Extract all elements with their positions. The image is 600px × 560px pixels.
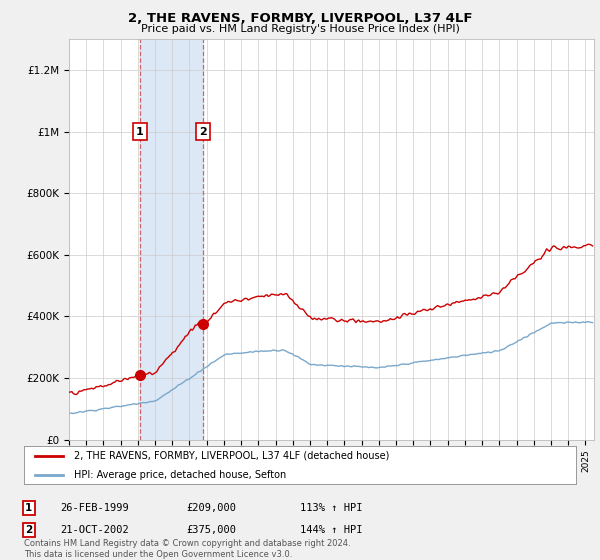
Text: 26-FEB-1999: 26-FEB-1999	[60, 503, 129, 513]
Text: Price paid vs. HM Land Registry's House Price Index (HPI): Price paid vs. HM Land Registry's House …	[140, 24, 460, 34]
Text: 2: 2	[199, 127, 207, 137]
Text: 21-OCT-2002: 21-OCT-2002	[60, 525, 129, 535]
Text: 2: 2	[25, 525, 32, 535]
Text: 144% ↑ HPI: 144% ↑ HPI	[300, 525, 362, 535]
Text: 2, THE RAVENS, FORMBY, LIVERPOOL, L37 4LF (detached house): 2, THE RAVENS, FORMBY, LIVERPOOL, L37 4L…	[74, 451, 389, 461]
Text: Contains HM Land Registry data © Crown copyright and database right 2024.
This d: Contains HM Land Registry data © Crown c…	[24, 539, 350, 559]
Text: HPI: Average price, detached house, Sefton: HPI: Average price, detached house, Seft…	[74, 470, 286, 480]
Text: £375,000: £375,000	[186, 525, 236, 535]
Text: 113% ↑ HPI: 113% ↑ HPI	[300, 503, 362, 513]
Bar	[140, 39, 203, 440]
Text: 1: 1	[136, 127, 144, 137]
Text: 1: 1	[25, 503, 32, 513]
Text: 2, THE RAVENS, FORMBY, LIVERPOOL, L37 4LF: 2, THE RAVENS, FORMBY, LIVERPOOL, L37 4L…	[128, 12, 472, 25]
Text: £209,000: £209,000	[186, 503, 236, 513]
